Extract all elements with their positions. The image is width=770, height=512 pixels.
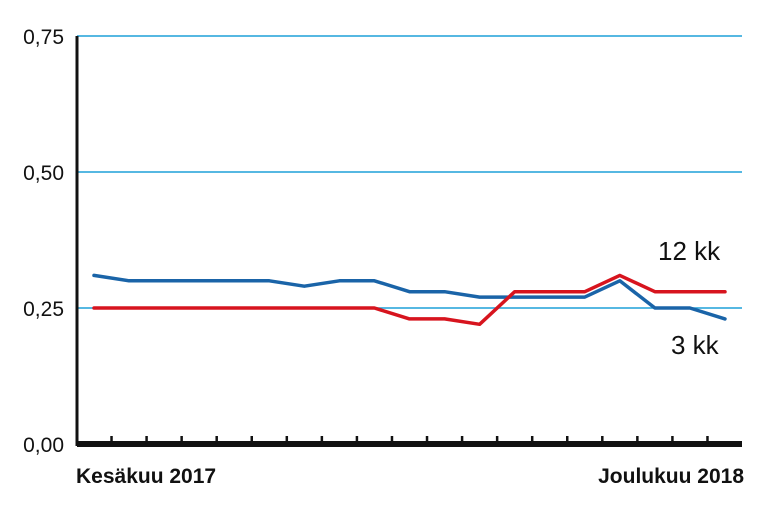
x-start-label: Kesäkuu 2017 [76,465,216,488]
y-tick-label: 0,00 [23,434,64,457]
x-end-label: Joulukuu 2018 [598,465,744,488]
series-line-12kk [92,273,727,327]
series-lines [92,273,727,327]
y-axis-tick-labels: 0,75 0,50 0,25 0,00 [23,26,64,457]
axes [75,36,742,447]
series-label-3kk: 3 kk [671,330,720,360]
y-tick-label: 0,25 [23,298,64,321]
x-axis-ticks [110,436,709,444]
series-line-3kk [92,273,727,321]
gridlines [77,35,742,309]
series-label-12kk: 12 kk [658,236,721,266]
y-tick-label: 0,75 [23,26,64,49]
y-tick-label: 0,50 [23,162,64,185]
